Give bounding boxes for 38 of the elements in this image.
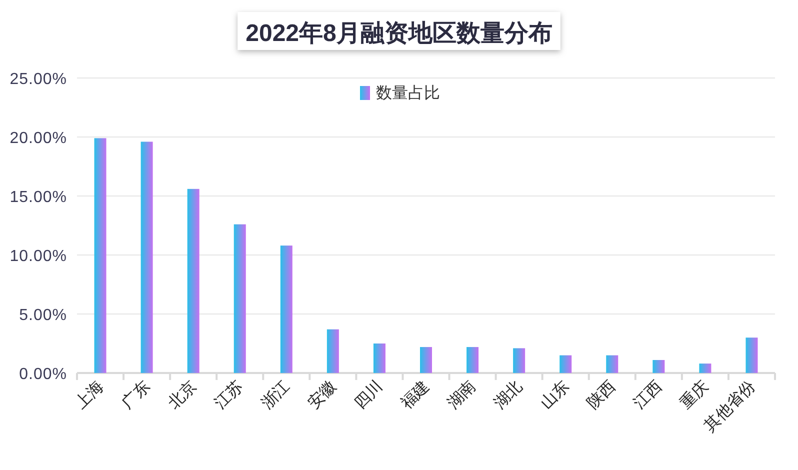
y-tick-label: 5.00% [19, 307, 67, 324]
x-tick-label: 陕西 [584, 378, 619, 412]
bar [373, 344, 386, 373]
legend-label: 数量占比 [376, 84, 440, 102]
y-tick-label: 20.00% [10, 130, 67, 147]
bar [234, 224, 246, 373]
bar [699, 364, 712, 373]
y-tick-label: 15.00% [10, 189, 67, 206]
bar [466, 347, 479, 373]
x-tick-label: 安徽 [304, 377, 340, 412]
bar [513, 348, 526, 373]
bar [280, 246, 292, 373]
bar [94, 138, 106, 373]
x-tick-label: 四川 [350, 377, 386, 412]
bar [560, 355, 572, 373]
chart-title: 2022年8月融资地区数量分布 [246, 20, 552, 47]
bar [140, 142, 153, 373]
x-tick-label: 重庆 [676, 377, 712, 412]
x-tick-label: 湖北 [490, 377, 526, 412]
x-tick-label: 上海 [72, 377, 108, 412]
bar [652, 360, 665, 373]
x-tick-label: 北京 [164, 377, 200, 412]
x-tick-label: 浙江 [258, 377, 294, 412]
x-tick-label: 江苏 [211, 377, 247, 412]
bar [187, 188, 200, 373]
x-tick-label: 湖南 [444, 377, 480, 412]
bar [746, 338, 758, 373]
legend: 数量占比 [360, 85, 440, 102]
bar [420, 347, 432, 373]
x-tick-label: 福建 [397, 377, 433, 412]
x-tick-label: 江西 [630, 378, 666, 412]
y-tick-label: 0.00% [19, 366, 67, 383]
bar [326, 329, 339, 373]
y-tick-label: 25.00% [10, 71, 67, 88]
x-tick-label: 广东 [118, 377, 154, 412]
bar [606, 355, 618, 373]
x-tick-label: 山东 [537, 377, 572, 412]
y-tick-label: 10.00% [10, 248, 67, 265]
